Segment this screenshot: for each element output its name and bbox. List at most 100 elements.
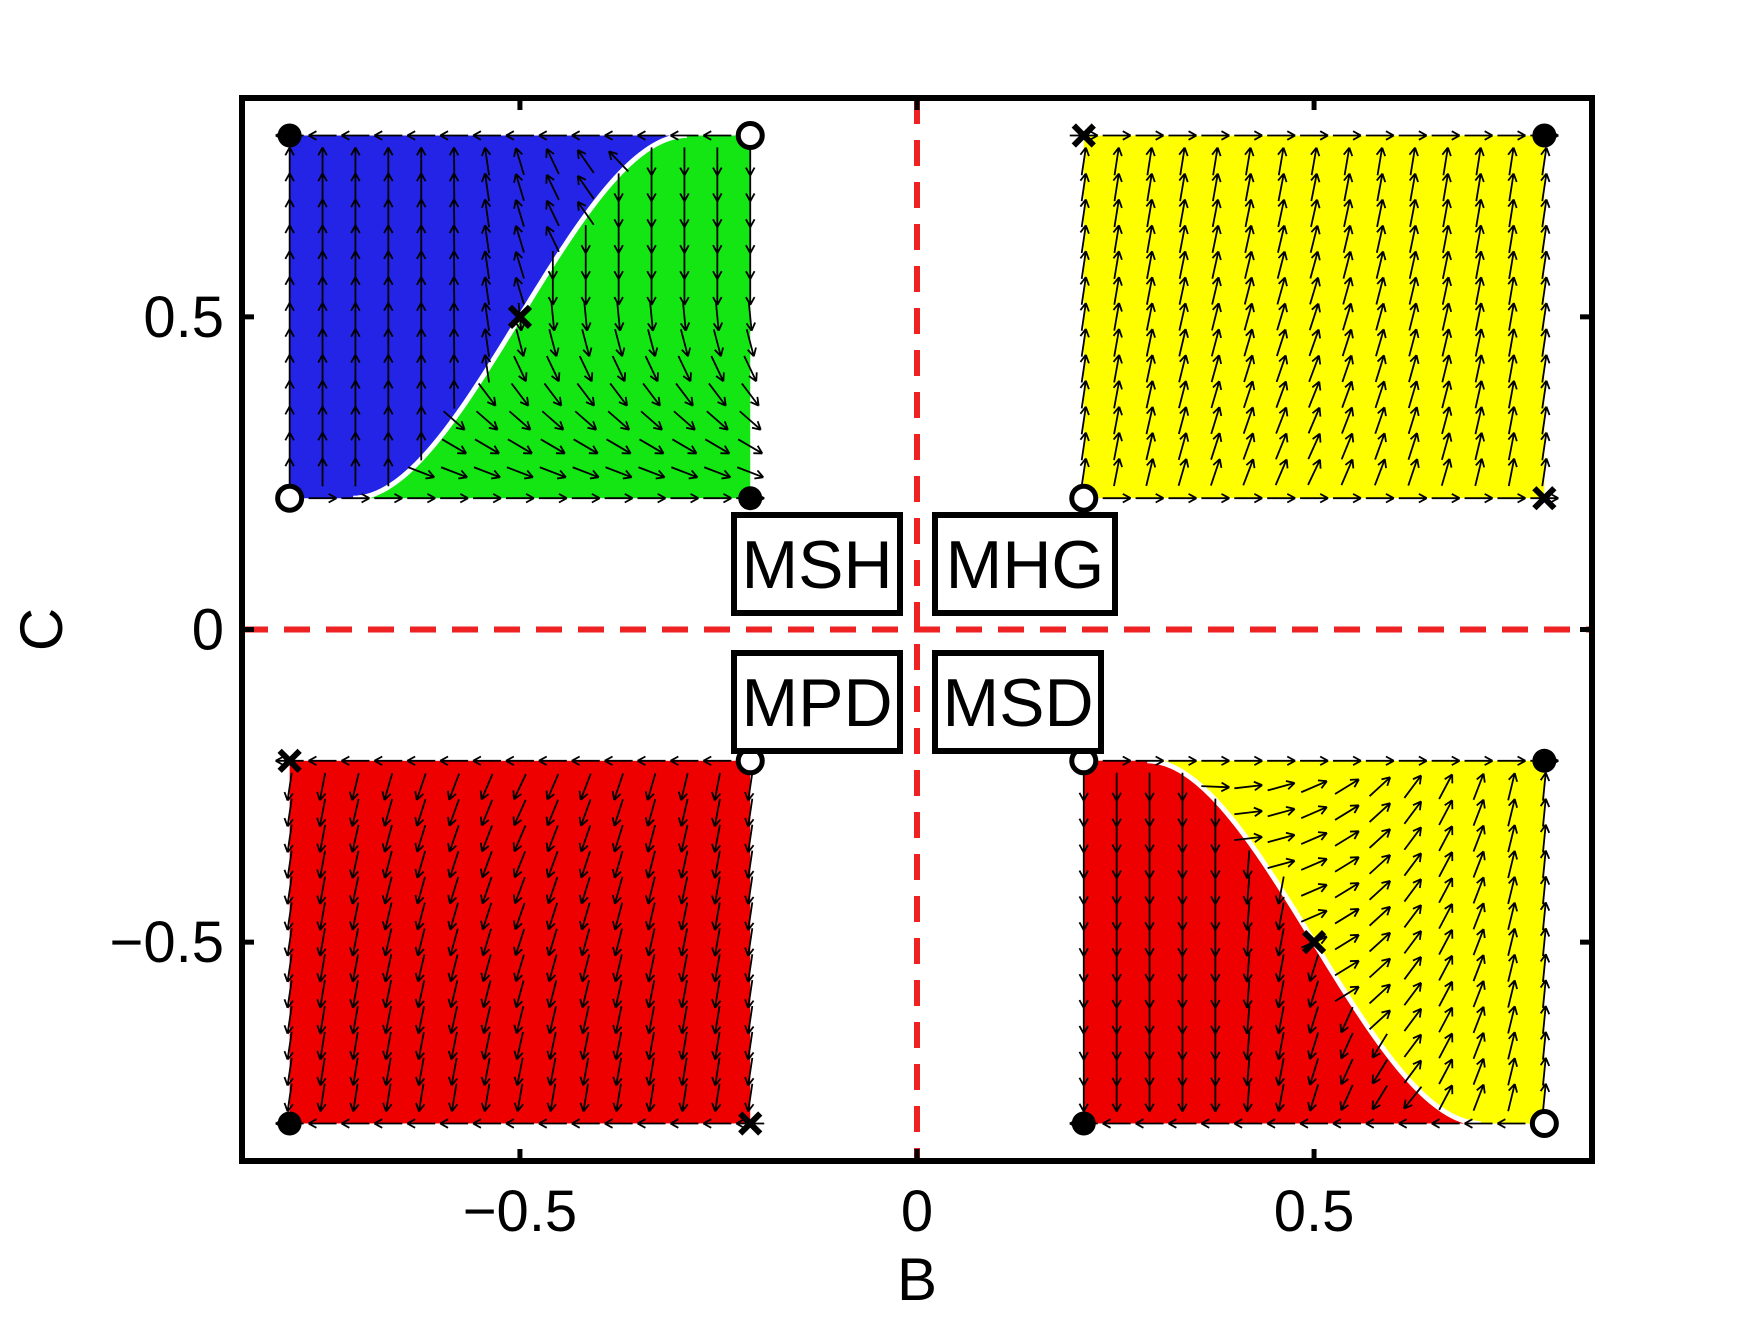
region-label-box — [932, 650, 1104, 754]
vector-arrow — [1144, 902, 1155, 931]
vector-arrow — [505, 130, 534, 141]
vector-arrow — [1431, 130, 1461, 141]
vector-arrow — [283, 850, 294, 879]
vector-arrow — [670, 130, 699, 141]
vector-arrow — [341, 1118, 370, 1129]
vector-arrow — [614, 302, 625, 332]
vector-arrow — [538, 755, 567, 766]
vector-arrow — [579, 902, 591, 931]
vector-arrow — [1274, 876, 1285, 905]
vector-arrow — [1079, 172, 1090, 202]
vector-arrow — [1441, 406, 1453, 435]
vector-arrow — [1210, 902, 1221, 931]
vector-arrow — [1407, 458, 1420, 486]
vector-arrow — [578, 876, 591, 905]
vector-arrow — [512, 902, 526, 931]
vector-arrow — [1472, 850, 1486, 878]
vector-arrow — [1135, 130, 1164, 141]
vector-arrow — [348, 772, 360, 801]
vector-arrow — [1308, 328, 1322, 357]
vector-arrow — [741, 382, 760, 407]
vector-arrow — [1276, 250, 1288, 279]
vector-arrow — [1507, 824, 1518, 853]
vector-arrow — [480, 1083, 491, 1112]
y-axis-label: C — [8, 608, 75, 651]
vector-arrow — [513, 355, 528, 383]
vector-arrow — [645, 980, 656, 1009]
vector-arrow — [1507, 406, 1518, 435]
vector-arrow — [1307, 1006, 1320, 1034]
vector-arrow — [642, 382, 661, 407]
vector-arrow — [1242, 850, 1253, 879]
region-label-msh: MSH — [731, 512, 903, 616]
vector-arrow — [1472, 1006, 1486, 1034]
vector-arrow — [678, 1057, 689, 1087]
vector-arrow — [611, 850, 624, 879]
vector-arrow — [1242, 1031, 1253, 1061]
vector-arrow — [576, 382, 596, 407]
vector-arrow — [439, 130, 469, 141]
vector-arrow — [1310, 147, 1321, 176]
vector-arrow — [1144, 1083, 1155, 1113]
vector-arrow — [316, 928, 327, 957]
vector-arrow — [679, 276, 690, 306]
vector-arrow — [513, 147, 525, 176]
vector-arrow — [1539, 953, 1551, 983]
vector-arrow — [1177, 406, 1190, 435]
vector-arrow — [1300, 493, 1329, 504]
vector-arrow — [744, 772, 755, 802]
vector-arrow — [447, 799, 460, 827]
stable-point-marker — [1071, 1111, 1096, 1136]
vector-arrow — [576, 175, 595, 200]
vector-arrow — [1334, 778, 1360, 795]
vector-arrow — [611, 773, 624, 801]
vector-arrow — [612, 1005, 623, 1035]
vector-arrow — [702, 1118, 732, 1129]
vector-arrow — [745, 251, 756, 280]
vector-arrow — [1111, 928, 1122, 957]
vector-arrow — [373, 1118, 403, 1129]
vector-arrow — [316, 1031, 327, 1061]
vector-arrow — [678, 1005, 689, 1035]
vector-arrow — [744, 979, 755, 1009]
vector-arrow — [1112, 302, 1123, 331]
vector-arrow — [1365, 1118, 1394, 1129]
vector-arrow — [1112, 432, 1123, 461]
vector-arrow — [1507, 380, 1518, 409]
vector-arrow — [1079, 431, 1090, 461]
vector-arrow — [349, 928, 360, 957]
vector-arrow — [678, 1083, 689, 1112]
vector-arrow — [1267, 831, 1296, 844]
vector-arrow — [373, 755, 403, 766]
vector-arrow — [606, 438, 632, 455]
vector-arrow — [1341, 406, 1355, 434]
vector-arrow — [604, 493, 634, 504]
vector-arrow — [743, 355, 758, 383]
vector-arrow — [1178, 354, 1189, 383]
vector-arrow — [283, 1031, 294, 1061]
vector-arrow — [447, 825, 460, 853]
vector-arrow — [1441, 432, 1453, 461]
vector-arrow — [1267, 493, 1296, 504]
vector-arrow — [406, 755, 436, 766]
vector-arrow — [1178, 250, 1189, 279]
vector-arrow — [1145, 302, 1156, 331]
vector-arrow — [480, 1031, 491, 1061]
vector-arrow — [1111, 979, 1122, 1009]
vector-arrow — [541, 410, 565, 431]
vector-arrow — [1201, 130, 1230, 141]
vector-arrow — [637, 1118, 666, 1129]
vector-arrow — [1408, 276, 1420, 305]
vector-arrow — [1472, 824, 1486, 852]
vector-arrow — [1111, 902, 1122, 931]
vector-arrow — [1210, 380, 1223, 409]
vector-arrow — [1276, 302, 1288, 331]
vector-field — [1069, 130, 1559, 504]
vector-arrow — [513, 980, 525, 1009]
saddle-point-marker — [1532, 486, 1557, 511]
vector-arrow — [1275, 354, 1289, 383]
vector-arrow — [1339, 1006, 1354, 1034]
vector-arrow — [1242, 979, 1253, 1009]
vector-arrow — [1144, 954, 1155, 983]
vector-arrow — [513, 199, 525, 227]
